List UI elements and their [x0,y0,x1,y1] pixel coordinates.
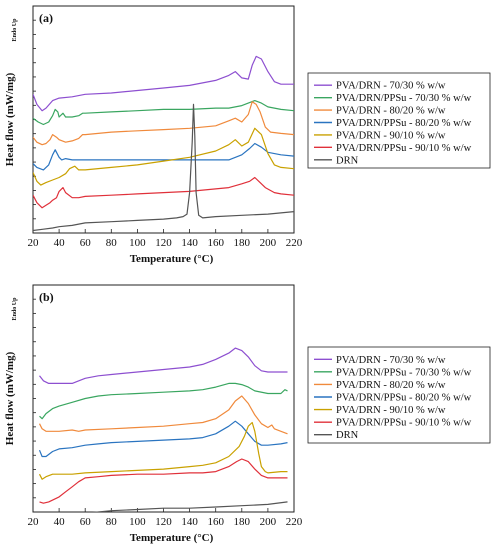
x-tick-label: 60 [80,237,92,249]
y-axis-title: Heat flow (mW/mg) [4,351,16,445]
legend-box [307,72,491,169]
x-tick-label: 20 [28,237,40,249]
series-line-6 [33,176,294,209]
series-group [38,347,288,512]
panel-label: (a) [39,11,53,25]
x-axis-title: Temperature (°C) [130,532,214,544]
legend-entry: PVA/DRN - 70/30 % w/w [336,355,446,366]
x-tick-label: 100 [129,516,146,528]
panel-b: 20 40 60 80 100 120 140 160 180 200 220 Temperature… [4,284,491,544]
x-tick-label: 200 [260,516,277,528]
panel-a: 20 40 60 80 100 120 140 160 180 200 220 Temperature… [4,5,491,265]
series-line-7 [92,501,288,512]
x-tick-label: 220 [286,516,303,528]
series-group [33,55,294,232]
x-tick-label: 80 [106,237,118,249]
x-tick-label: 20 [28,516,40,528]
x-tick-label: 200 [260,237,277,249]
legend-entry: PVA/DRN - 80/20 % w/w [336,380,446,391]
x-tick-label: 120 [155,237,172,249]
x-tick-label: 40 [54,237,66,249]
legend-box [307,346,491,444]
x-tick-label: 160 [207,237,224,249]
x-tick-label: 140 [181,516,198,528]
x-tick-label: 100 [129,237,146,249]
series-line-3 [33,101,294,146]
x-tick-label: 160 [207,516,224,528]
legend-entry: DRN [336,155,359,166]
plot-frame [32,284,295,513]
legend-entry: PVA/DRN - 90/10 % w/w [336,405,446,416]
x-tick-label: 80 [106,516,118,528]
plot-frame [32,5,295,234]
y-axis-title: Heat flow (mW/mg) [4,72,16,166]
series-line-1 [39,347,288,384]
legend-entry: PVA/DRN - 70/30 % w/w [336,81,446,92]
legend-entry: PVA/DRN/PPSu - 80/20 % w/w [336,393,472,404]
legend-entry: PVA/DRN/PPSu - 90/10 % w/w [336,418,472,429]
series-line-1 [33,55,294,112]
series-line-4 [33,142,294,171]
series-line-5 [38,421,288,480]
series-line-6 [39,458,288,504]
x-axis-title: Temperature (°C) [130,253,214,265]
x-tick-label: 180 [234,237,251,249]
legend-entry: DRN [336,430,359,441]
x-tick-label: 220 [286,237,303,249]
legend-entry: PVA/DRN - 90/10 % w/w [336,130,446,141]
x-tick-label: 40 [54,516,66,528]
x-tick-label: 180 [234,516,251,528]
endo-up-label: Endo Up [12,297,18,321]
x-tick-label: 140 [181,237,198,249]
legend-entry: PVA/DRN/PPSu - 90/10 % w/w [336,143,472,154]
series-line-5 [33,127,294,186]
x-tick-label: 60 [80,516,92,528]
legend-entry: PVA/DRN - 80/20 % w/w [336,106,446,117]
endo-up-label: Endo Up [12,18,18,42]
series-line-3 [38,395,288,435]
legend-entry: PVA/DRN/PPSu - 70/30 % w/w [336,93,472,104]
series-line-2 [39,382,288,420]
legend-entry: PVA/DRN/PPSu - 80/20 % w/w [336,118,472,129]
series-line-7 [33,103,294,232]
legend-entry: PVA/DRN/PPSu - 70/30 % w/w [336,367,472,378]
x-tick-label: 120 [155,516,172,528]
panel-label: (b) [39,290,54,304]
